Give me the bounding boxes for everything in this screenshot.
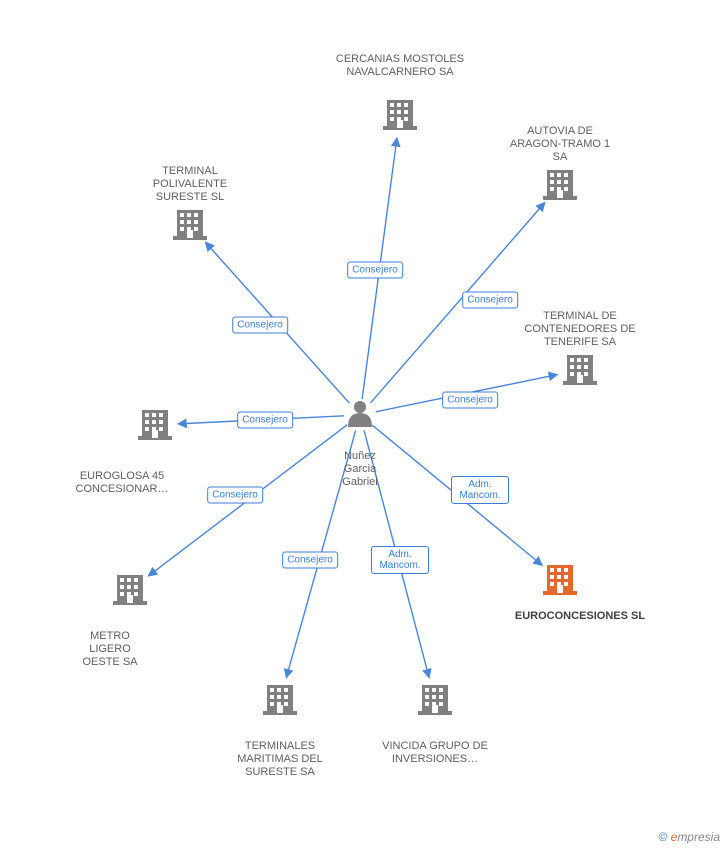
copyright: © empresia <box>658 830 720 844</box>
company-node-icon[interactable] <box>113 575 147 605</box>
edge-label: Consejero <box>207 487 263 504</box>
edge-label: Consejero <box>282 552 338 569</box>
edge-label: Adm. Mancom. <box>371 546 429 574</box>
company-node-icon[interactable] <box>418 685 452 715</box>
company-node-icon[interactable] <box>543 565 577 595</box>
network-svg <box>0 0 728 850</box>
edge-label: Adm. Mancom. <box>451 476 509 504</box>
edge-label: Consejero <box>237 412 293 429</box>
center-person-label: Nuñez Garcia Gabriel <box>335 450 385 490</box>
company-node-icon[interactable] <box>173 210 207 240</box>
edge-line <box>370 202 544 403</box>
company-node-icon[interactable] <box>383 100 417 130</box>
center-person-icon[interactable] <box>348 401 372 427</box>
company-node-icon[interactable] <box>138 410 172 440</box>
edge-label: Consejero <box>462 292 518 309</box>
company-node-icon[interactable] <box>563 355 597 385</box>
edge-label: Consejero <box>232 317 288 334</box>
edge-label: Consejero <box>347 262 403 279</box>
company-node-icon[interactable] <box>263 685 297 715</box>
company-node-icon[interactable] <box>543 170 577 200</box>
brand-rest: mpresia <box>677 830 720 844</box>
edge-label: Consejero <box>442 392 498 409</box>
copyright-symbol: © <box>658 830 667 844</box>
